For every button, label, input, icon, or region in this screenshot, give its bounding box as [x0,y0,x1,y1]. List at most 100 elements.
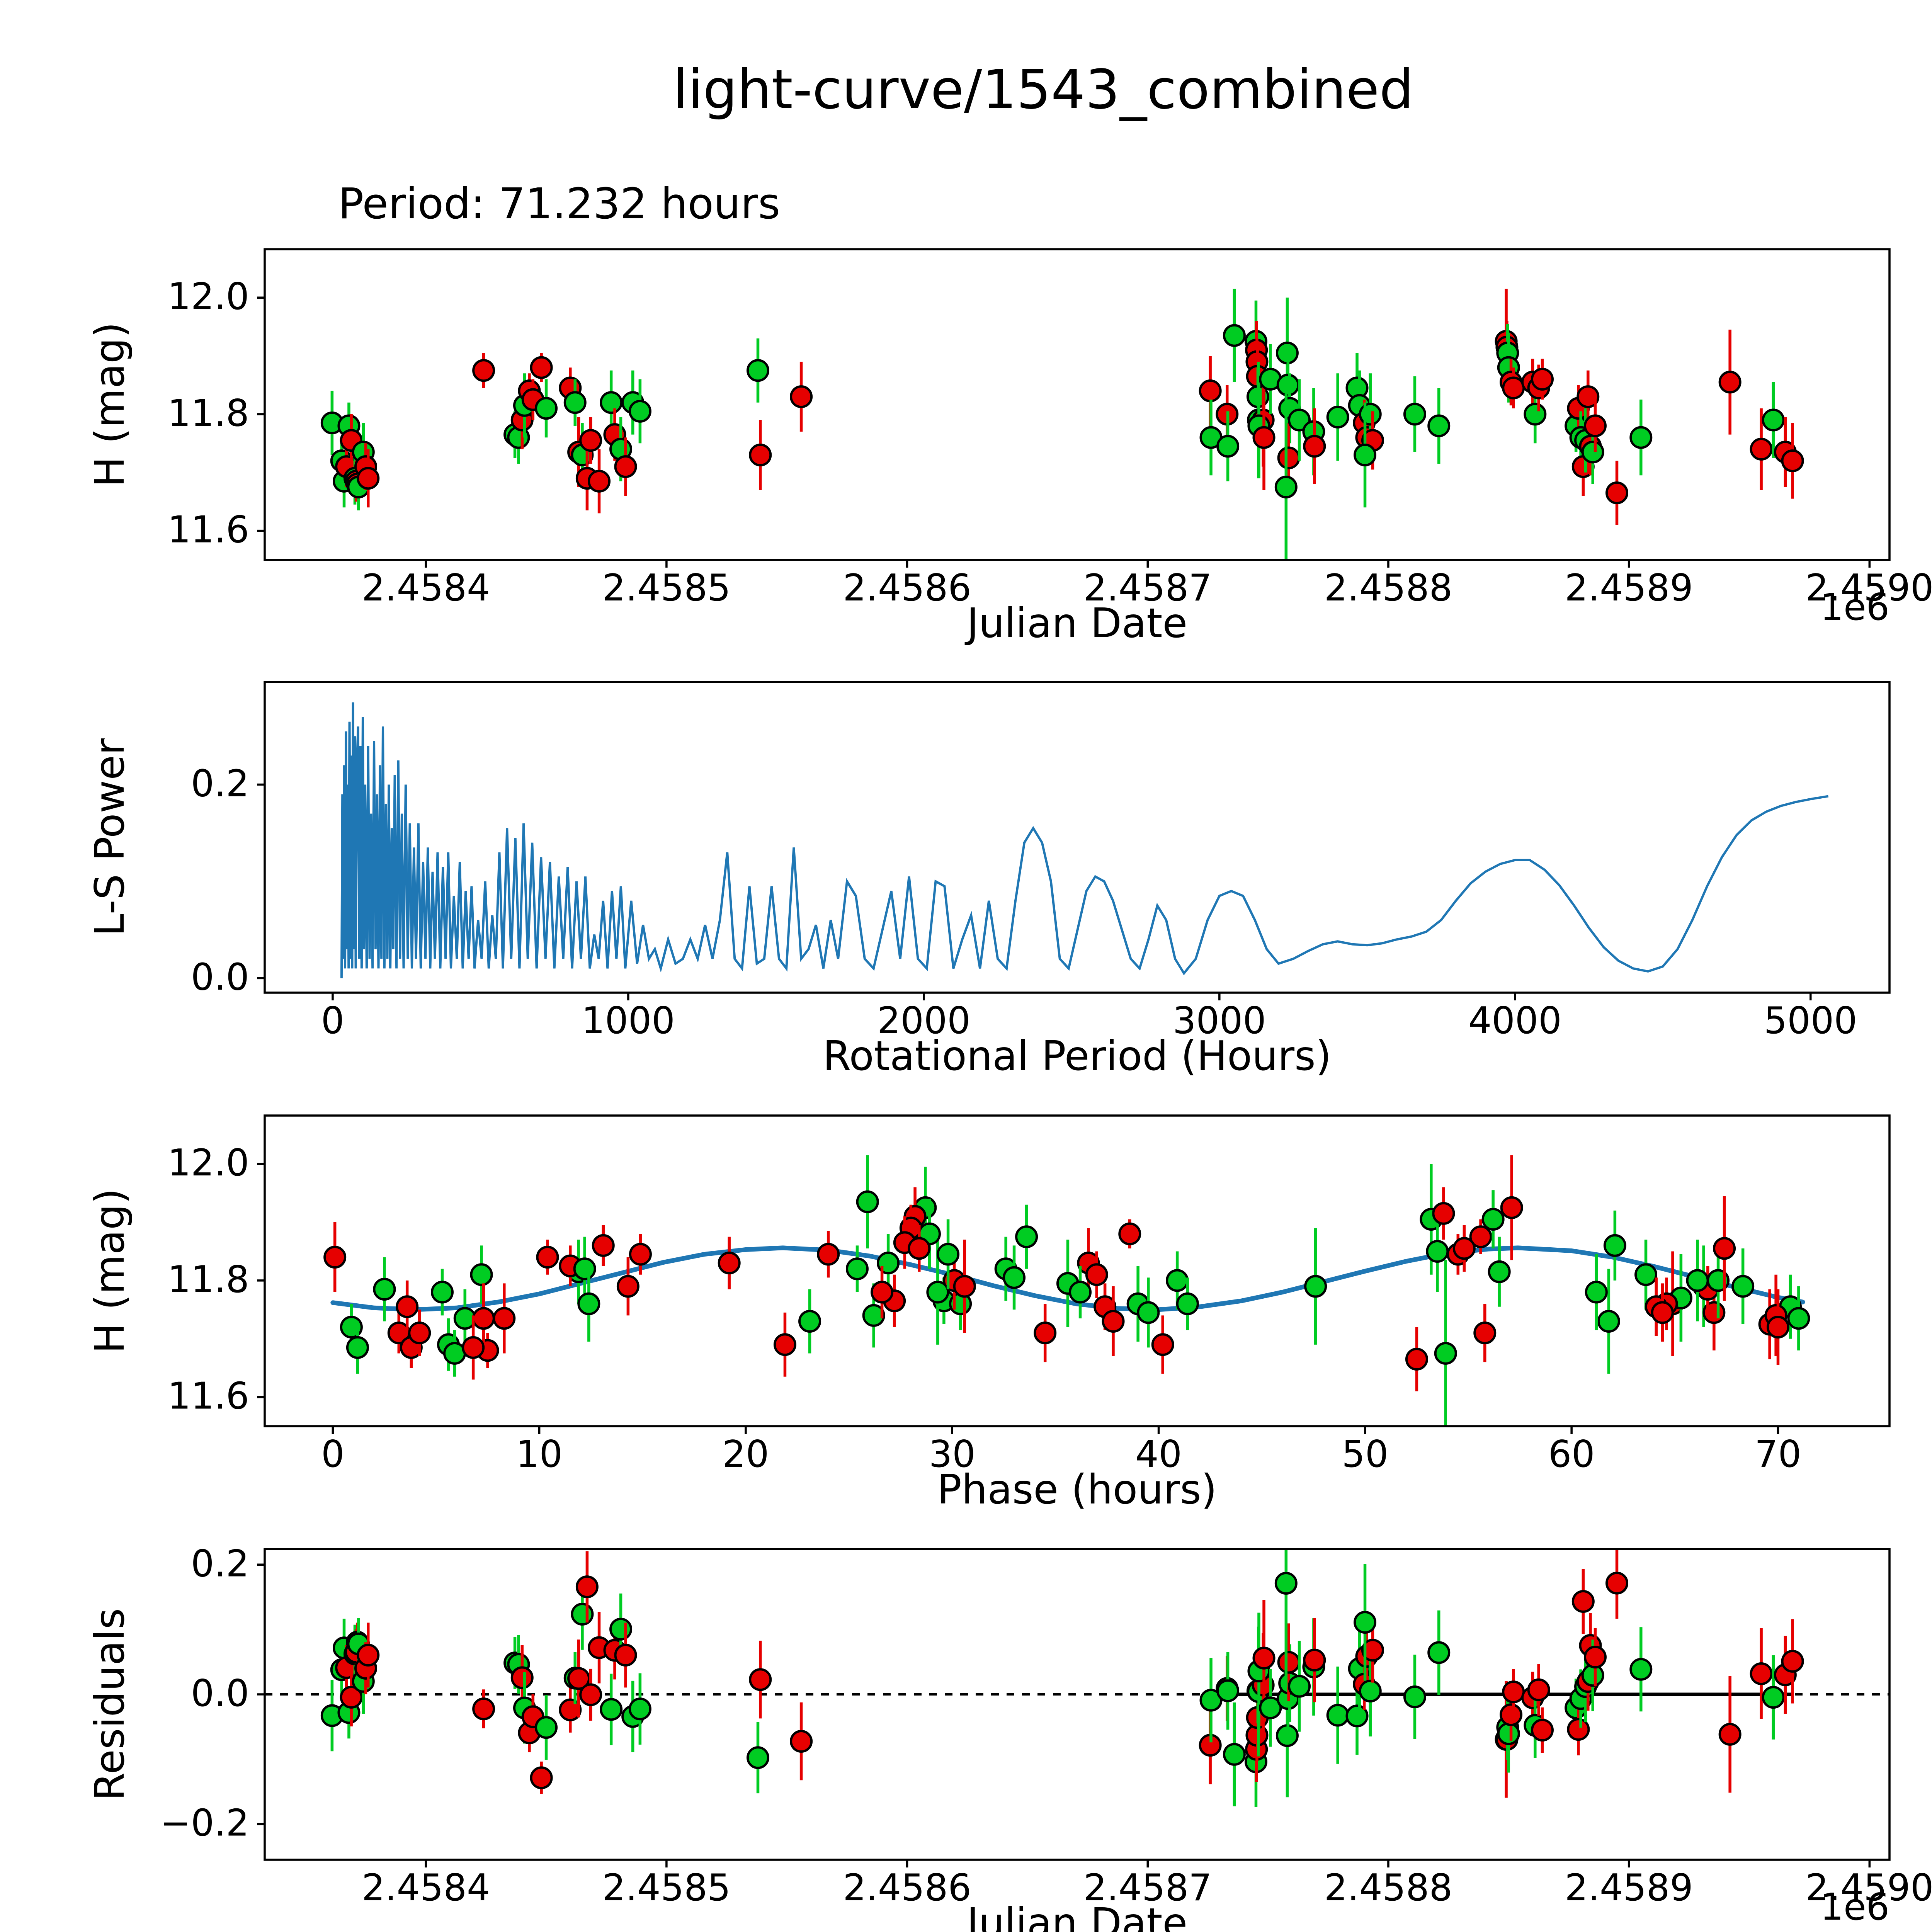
obs-point-red [1405,1348,1428,1371]
obs-point-green [1762,1686,1785,1709]
obs-point-red [1605,481,1628,505]
panel-plot-area [323,1155,1810,1427]
obs-point-red [462,1336,485,1359]
obs-point-green [563,391,587,414]
obs-point-green [1634,1263,1658,1286]
x-axis-offset-label: 1e6 [1820,586,1889,629]
obs-point-green [1288,1675,1311,1698]
panel-plot-area [265,1549,1889,1807]
x-tick-label: 2.4584 [362,1867,490,1909]
obs-point-red [1303,1648,1326,1672]
obs-point-red [629,1243,652,1266]
x-tick-label: 3000 [1173,1000,1266,1042]
obs-point-red [1469,1225,1492,1248]
obs-point-green [1488,1260,1511,1283]
obs-point-red [559,1698,582,1721]
y-axis-label: H (mag) [86,322,133,487]
obs-point-red [1500,1703,1523,1726]
obs-point-red [575,1575,599,1599]
obs-point-green [1603,1234,1626,1257]
y-tick-label: 11.8 [167,1259,249,1301]
x-axis-label: Julian Date [964,600,1187,647]
obs-point-green [1426,1240,1449,1263]
obs-point-green [609,1617,633,1641]
x-tick-label: 60 [1548,1433,1595,1476]
obs-point-red [1252,426,1276,449]
obs-point-green [1137,1301,1160,1324]
x-tick-label: 20 [722,1433,769,1476]
obs-point-green [1069,1281,1092,1304]
obs-point-green [1427,414,1451,437]
x-axis-label: Julian Date [964,1900,1187,1932]
obs-point-red [871,1281,894,1304]
fit-sinusoid-curve [330,1245,1805,1312]
x-tick-label: 4000 [1468,1000,1562,1042]
obs-point-red [1034,1321,1057,1345]
obs-point-red [817,1243,840,1266]
obs-point-green [1274,475,1298,498]
y-tick-label: 0.2 [191,762,249,805]
obs-point-green [431,1281,454,1304]
obs-point-red [493,1307,516,1330]
y-tick-label: 0.0 [191,1672,249,1715]
obs-point-red [536,1246,559,1269]
obs-point-red [357,467,380,490]
obs-point-red [790,385,813,408]
obs-point-red [1718,371,1742,394]
obs-point-red [1605,1571,1628,1595]
obs-point-red [1750,437,1773,461]
obs-point-green [1223,1743,1246,1766]
obs-point-green [798,1310,821,1333]
y-tick-label: 12.0 [167,276,249,318]
obs-point-green [571,1602,594,1626]
obs-point-green [1176,1292,1199,1315]
obs-point-red [1102,1310,1125,1333]
obs-point-red [1750,1662,1773,1685]
obs-point-red [749,1668,772,1691]
obs-point-green [1359,403,1382,426]
x-tick-label: 2000 [877,1000,971,1042]
obs-point-green [1762,408,1785,432]
obs-point-red [592,1234,615,1257]
obs-point-green [1354,1611,1377,1634]
obs-point-red [472,1307,495,1330]
obs-point-green [1259,1696,1282,1719]
x-tick-label: 2.4590 [1805,1867,1932,1909]
obs-point-red [510,1666,534,1689]
obs-point-green [573,1257,596,1281]
obs-point-red [357,1643,380,1667]
obs-point-green [1015,1225,1038,1248]
obs-point-red [1567,1718,1590,1741]
obs-point-red [616,1275,639,1298]
panel-frame [264,248,1891,561]
obs-point-red [614,455,637,478]
x-tick-label: 2.4587 [1083,567,1212,609]
obs-point-green [862,1304,885,1327]
x-tick-label: 2.4586 [843,567,971,609]
y-tick-label: 11.6 [167,509,249,551]
obs-point-red [1531,1718,1554,1742]
obs-point-green [1326,1704,1349,1727]
obs-point-green [856,1190,879,1213]
obs-point-red [953,1275,976,1298]
obs-point-green [1787,1307,1810,1330]
obs-point-green [747,1746,770,1769]
x-tick-label: 50 [1342,1433,1388,1476]
x-tick-label: 2.4585 [602,567,731,609]
obs-point-red [396,1295,419,1318]
obs-point-green [926,1281,949,1304]
obs-point-green [535,397,558,420]
x-axis-label: Rotational Period (Hours) [823,1032,1331,1080]
y-tick-label: 12.0 [167,1142,249,1184]
obs-point-green [1166,1269,1189,1292]
obs-point-green [937,1243,960,1266]
obs-point-red [530,1766,553,1789]
x-tick-label: 2.4585 [602,1867,731,1909]
y-tick-label: 0.2 [191,1543,249,1585]
obs-point-green [1359,1679,1382,1702]
x-tick-label: 1000 [582,1000,675,1042]
obs-point-red [1432,1202,1455,1225]
obs-point-green [600,391,623,414]
obs-point-red [1583,1645,1607,1668]
obs-point-green [1276,373,1299,396]
